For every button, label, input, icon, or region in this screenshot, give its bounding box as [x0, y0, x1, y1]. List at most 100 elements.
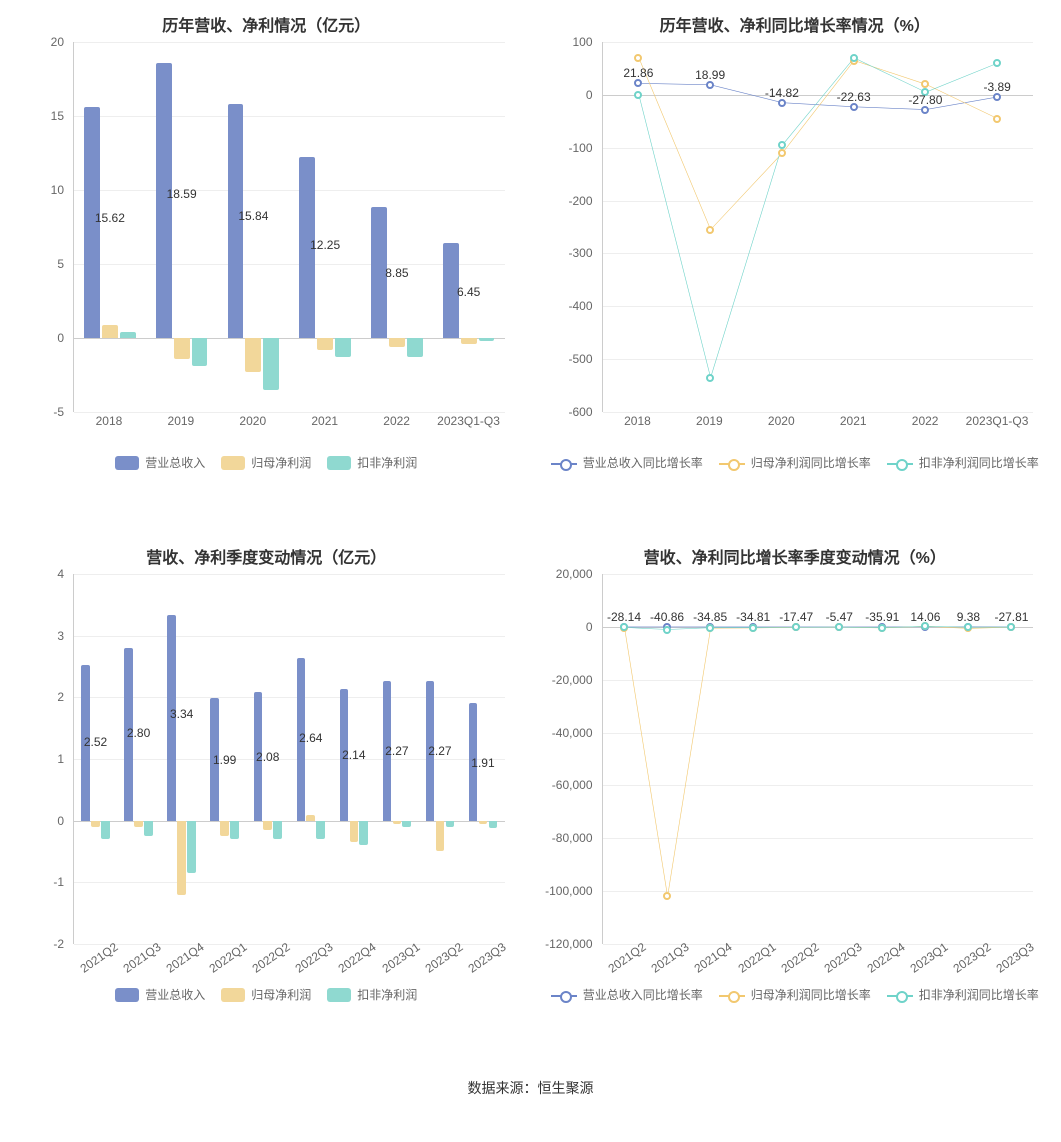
- y-tick-label: -1: [53, 875, 64, 889]
- bar-value-label: 2.27: [428, 744, 451, 758]
- bar: [120, 332, 136, 338]
- legend: 营业总收入同比增长率归母净利润同比增长率扣非净利润同比增长率: [537, 986, 1054, 1003]
- y-tick-label: 0: [57, 814, 64, 828]
- point-value-label: -35.91: [865, 610, 899, 624]
- y-axis: -505101520: [18, 42, 68, 412]
- x-tick-label: 2020: [768, 414, 795, 428]
- bar: [263, 821, 272, 830]
- bar: [101, 821, 110, 840]
- gridline: [74, 264, 505, 265]
- y-tick-label: -120,000: [545, 937, 592, 951]
- gridline: [74, 574, 505, 575]
- bar-value-label: 2.80: [127, 726, 150, 740]
- x-tick-label: 2022: [912, 414, 939, 428]
- point-value-label: -14.82: [765, 86, 799, 100]
- y-tick-label: -40,000: [552, 726, 593, 740]
- y-tick-label: -300: [568, 246, 592, 260]
- y-tick-label: 5: [57, 257, 64, 271]
- bar: [91, 821, 100, 827]
- legend-item: 归母净利润: [221, 986, 311, 1003]
- bar-value-label: 2.27: [385, 744, 408, 758]
- legend-item: 营业总收入: [115, 986, 205, 1003]
- x-tick-label: 2022Q3: [821, 940, 864, 976]
- legend-item: 营业总收入同比增长率: [551, 454, 703, 471]
- line-marker: [850, 54, 858, 62]
- x-tick-label: 2021Q3: [649, 940, 692, 976]
- data-source-footer: 数据来源：恒生聚源: [0, 1068, 1061, 1118]
- legend-swatch: [551, 456, 577, 470]
- gridline: [603, 412, 1034, 413]
- line-marker: [778, 149, 786, 157]
- bar-value-label: 12.25: [310, 238, 340, 252]
- panel-quarterly-revenue: 营收、净利季度变动情况（亿元） -2-101234 2.522.803.341.…: [8, 540, 525, 1060]
- bar: [446, 821, 455, 827]
- bar: [436, 821, 445, 852]
- x-tick-label: 2021Q3: [120, 940, 163, 976]
- x-tick-label: 2023Q2: [422, 940, 465, 976]
- bar: [402, 821, 411, 827]
- legend-item: 扣非净利润同比增长率: [887, 454, 1039, 471]
- line-marker: [749, 624, 757, 632]
- bar: [479, 338, 495, 341]
- legend-swatch: [327, 456, 351, 470]
- legend: 营业总收入归母净利润扣非净利润: [8, 986, 525, 1003]
- bar: [317, 338, 333, 350]
- bar: [316, 821, 325, 840]
- point-value-label: 18.99: [695, 68, 725, 82]
- bar: [102, 325, 118, 338]
- y-tick-label: 3: [57, 629, 64, 643]
- x-tick-label: 2023Q2: [951, 940, 994, 976]
- bar: [350, 821, 359, 843]
- x-axis: 2021Q22021Q32021Q42022Q12022Q22022Q32022…: [73, 946, 505, 966]
- legend-swatch: [551, 988, 577, 1002]
- point-value-label: -5.47: [826, 610, 853, 624]
- legend-swatch: [887, 456, 913, 470]
- line-marker: [778, 141, 786, 149]
- point-value-label: -34.85: [693, 610, 727, 624]
- point-value-label: -27.81: [994, 610, 1028, 624]
- legend-label: 营业总收入: [145, 986, 205, 1003]
- bar: [177, 821, 186, 895]
- x-tick-label: 2021Q2: [606, 940, 649, 976]
- y-tick-label: -100: [568, 141, 592, 155]
- x-tick-label: 2023Q3: [994, 940, 1037, 976]
- gridline: [74, 636, 505, 637]
- zero-line: [74, 338, 505, 339]
- legend-label: 归母净利润: [251, 986, 311, 1003]
- gridline: [74, 944, 505, 945]
- legend: 营业总收入同比增长率归母净利润同比增长率扣非净利润同比增长率: [537, 454, 1054, 471]
- x-tick-label: 2022Q4: [864, 940, 907, 976]
- y-tick-label: 4: [57, 567, 64, 581]
- y-tick-label: -600: [568, 405, 592, 419]
- y-axis: -600-500-400-300-200-1000100: [547, 42, 597, 412]
- legend-swatch: [719, 456, 745, 470]
- x-tick-label: 2022Q4: [336, 940, 379, 976]
- line-svg: [603, 42, 1034, 412]
- bar-value-label: 1.91: [471, 756, 494, 770]
- x-tick-label: 2022: [383, 414, 410, 428]
- x-tick-label: 2022Q1: [735, 940, 778, 976]
- bar: [192, 338, 208, 366]
- chart-area: -505101520 15.6218.5915.8412.258.856.45 …: [18, 42, 515, 412]
- x-tick-label: 2019: [168, 414, 195, 428]
- bar-value-label: 2.08: [256, 750, 279, 764]
- y-tick-label: -5: [53, 405, 64, 419]
- legend-label: 营业总收入同比增长率: [583, 986, 703, 1003]
- point-value-label: -17.47: [779, 610, 813, 624]
- y-axis: -120,000-100,000-80,000-60,000-40,000-20…: [547, 574, 597, 944]
- line-path: [638, 58, 997, 230]
- bar-value-label: 8.85: [385, 266, 408, 280]
- y-tick-label: 10: [51, 183, 64, 197]
- gridline: [74, 412, 505, 413]
- legend-label: 营业总收入同比增长率: [583, 454, 703, 471]
- bar-value-label: 2.52: [84, 735, 107, 749]
- gridline: [74, 697, 505, 698]
- point-value-label: 9.38: [957, 610, 980, 624]
- y-tick-label: 0: [586, 620, 593, 634]
- plot: -28.14-40.86-34.85-34.81-17.47-5.47-35.9…: [602, 574, 1034, 944]
- bar: [306, 815, 315, 821]
- legend-item: 营业总收入同比增长率: [551, 986, 703, 1003]
- bar: [273, 821, 282, 840]
- legend-label: 归母净利润同比增长率: [751, 986, 871, 1003]
- line-marker: [706, 624, 714, 632]
